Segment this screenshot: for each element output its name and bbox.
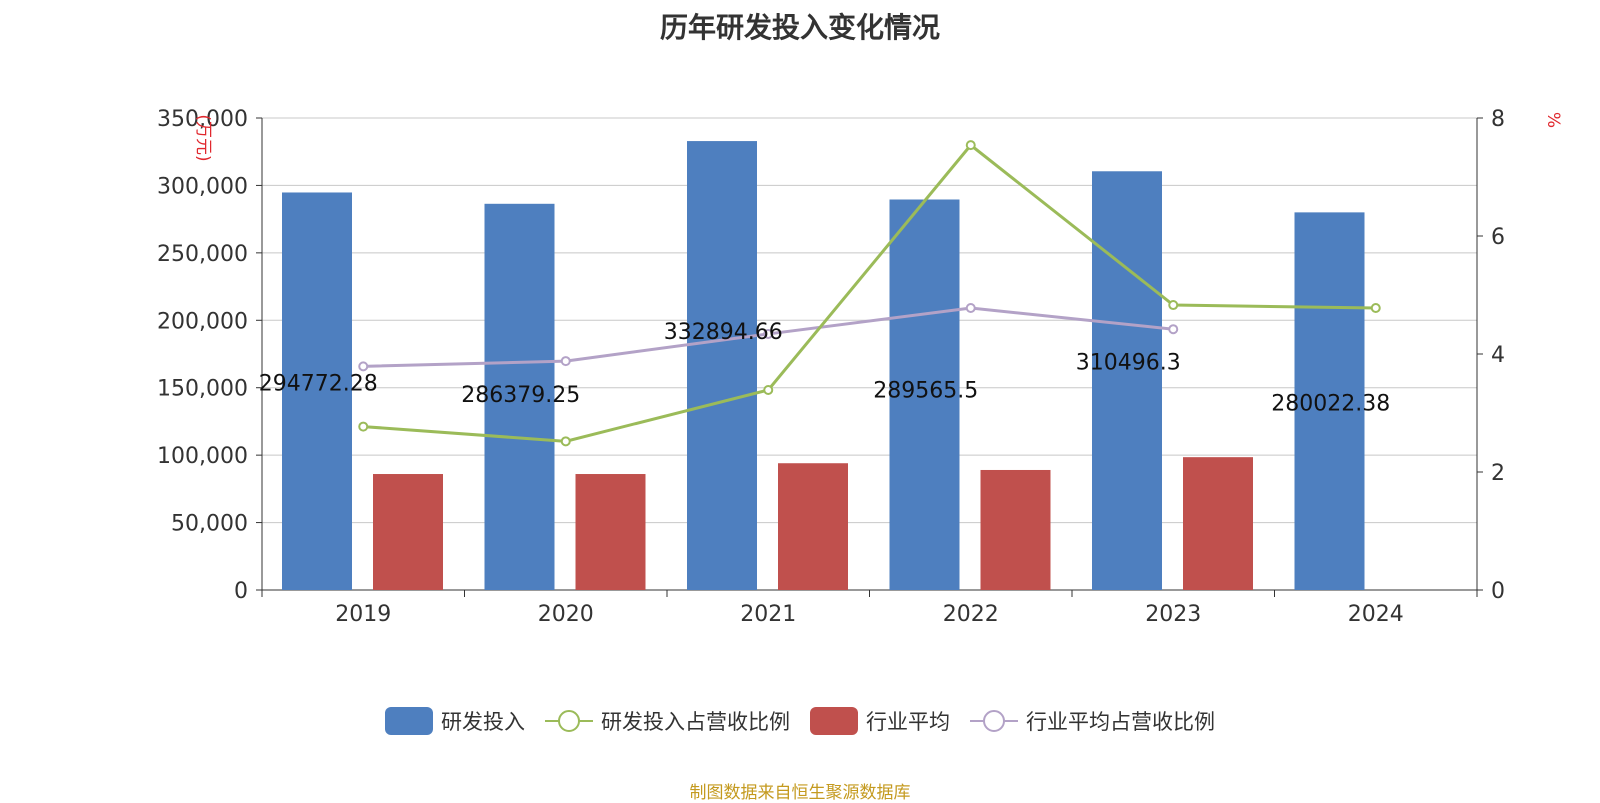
bar-rd-2022 bbox=[889, 199, 960, 590]
y-left-tick-label: 150,000 bbox=[157, 377, 248, 402]
y-left-tick-label: 50,000 bbox=[171, 512, 248, 537]
legend-swatch-rd-ratio bbox=[545, 707, 593, 735]
bar-rd-2023 bbox=[1092, 171, 1162, 590]
y-right-unit: % bbox=[1543, 112, 1563, 128]
y-right-tick-label: 4 bbox=[1491, 343, 1505, 368]
y-right-tick-label: 6 bbox=[1491, 225, 1505, 250]
legend-item-avg-ratio[interactable]: 行业平均占营收比例 bbox=[970, 706, 1215, 736]
x-tick-label: 2024 bbox=[1348, 602, 1404, 627]
bar-rd-2020 bbox=[484, 203, 555, 590]
bar-rd-2024 bbox=[1294, 212, 1365, 590]
bar-avg-2023 bbox=[1183, 457, 1253, 590]
y-left-tick-label: 100,000 bbox=[157, 444, 248, 469]
x-tick-label: 2020 bbox=[538, 602, 594, 627]
point-rd-ratio bbox=[358, 421, 369, 432]
legend-swatch-rd bbox=[385, 707, 433, 735]
point-rd-ratio bbox=[763, 384, 774, 395]
data-label-rd: 332894.66 bbox=[664, 320, 783, 345]
data-label-rd: 289565.5 bbox=[873, 379, 978, 404]
y-right-tick-label: 8 bbox=[1491, 107, 1505, 132]
y-right-tick-label: 2 bbox=[1491, 461, 1505, 486]
x-tick-label: 2023 bbox=[1145, 602, 1201, 627]
legend-swatch-avg-ratio bbox=[970, 707, 1018, 735]
y-left-tick-label: 250,000 bbox=[157, 242, 248, 267]
data-label-rd: 310496.3 bbox=[1076, 350, 1181, 375]
x-tick-label: 2019 bbox=[335, 602, 391, 627]
legend-item-rd-ratio[interactable]: 研发投入占营收比例 bbox=[545, 706, 790, 736]
point-avg-ratio bbox=[763, 328, 774, 339]
data-label-rd: 286379.25 bbox=[461, 383, 580, 408]
legend-label-avg: 行业平均 bbox=[866, 710, 950, 734]
bar-avg-2020 bbox=[575, 474, 646, 590]
legend-item-avg[interactable]: 行业平均 bbox=[810, 706, 950, 736]
point-avg-ratio bbox=[358, 361, 369, 372]
y-left-tick-label: 350,000 bbox=[157, 107, 248, 132]
bar-avg-2019 bbox=[373, 474, 443, 590]
legend-swatch-avg bbox=[810, 707, 858, 735]
legend-label-avg-ratio: 行业平均占营收比例 bbox=[1026, 710, 1215, 734]
point-rd-ratio bbox=[1168, 300, 1179, 311]
line-rd-ratio bbox=[363, 143, 1376, 443]
bar-avg-2021 bbox=[778, 463, 848, 590]
x-tick-label: 2021 bbox=[740, 602, 796, 627]
point-rd-ratio bbox=[1370, 302, 1381, 313]
y-left-tick-label: 0 bbox=[234, 579, 248, 604]
legend-label-rd: 研发投入 bbox=[441, 710, 525, 734]
data-label-rd: 294772.28 bbox=[259, 371, 378, 396]
x-tick-label: 2022 bbox=[943, 602, 999, 627]
y-left-tick-label: 200,000 bbox=[157, 309, 248, 334]
bar-avg-2022 bbox=[980, 469, 1051, 590]
legend-label-rd-ratio: 研发投入占营收比例 bbox=[601, 710, 790, 734]
bar-rd-2019 bbox=[282, 192, 352, 591]
y-right-tick-label: 0 bbox=[1491, 579, 1505, 604]
point-avg-ratio bbox=[1168, 324, 1179, 335]
chart-title: 历年研发投入变化情况 bbox=[659, 11, 940, 44]
point-rd-ratio bbox=[560, 436, 571, 447]
legend-item-rd[interactable]: 研发投入 bbox=[385, 706, 525, 736]
point-avg-ratio bbox=[965, 302, 976, 313]
legend: 研发投入 研发投入占营收比例 行业平均 行业平均占营收比例 bbox=[0, 706, 1600, 736]
point-avg-ratio bbox=[560, 356, 571, 367]
bar-rd-2021 bbox=[687, 141, 757, 590]
y-left-unit: (万元) bbox=[193, 114, 213, 161]
data-label-rd: 280022.38 bbox=[1271, 391, 1390, 416]
source-note: 制图数据来自恒生聚源数据库 bbox=[689, 783, 911, 803]
point-rd-ratio bbox=[965, 140, 976, 151]
y-left-tick-label: 300,000 bbox=[157, 174, 248, 199]
